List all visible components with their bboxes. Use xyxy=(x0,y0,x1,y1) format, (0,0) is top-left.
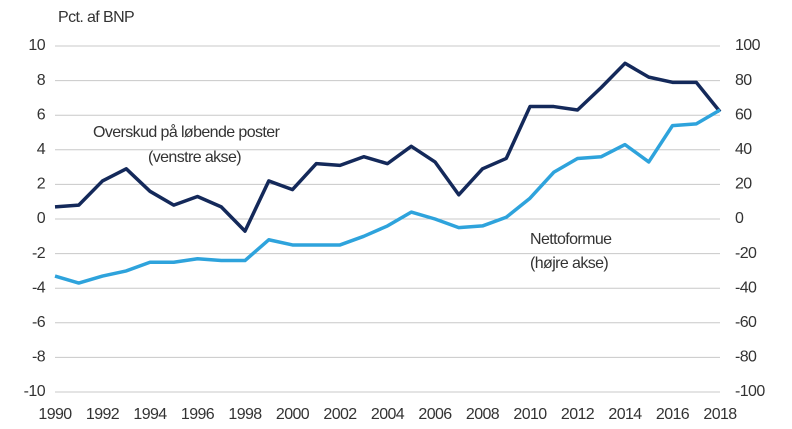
y-tick-label: 2 xyxy=(37,176,46,193)
x-tick-label: 2002 xyxy=(323,406,357,423)
y2-tick-label: 80 xyxy=(735,72,752,89)
line-series xyxy=(54,108,721,285)
line-series xyxy=(54,61,722,233)
x-tick-label: 2012 xyxy=(561,406,595,423)
y2-tick-label: -100 xyxy=(735,383,765,400)
y2-tick-label: 60 xyxy=(735,106,752,123)
x-tick-label: 1998 xyxy=(228,406,262,423)
y-tick-label: 4 xyxy=(37,141,46,158)
x-tick-label: 2016 xyxy=(656,406,690,423)
annotation: (højre akse) xyxy=(530,255,608,272)
grid xyxy=(55,45,720,393)
axis-unit-label: Pct. af BNP xyxy=(58,9,134,26)
y2-tick-label: 20 xyxy=(735,176,752,193)
y2-tick-label: -80 xyxy=(735,349,757,366)
x-tick-label: 2008 xyxy=(466,406,500,423)
annotation: Nettoformue xyxy=(530,231,612,248)
x-tick-label: 2018 xyxy=(703,406,737,423)
y-tick-label: 10 xyxy=(28,37,45,54)
y-tick-label: -2 xyxy=(32,245,46,262)
y-tick-label: -6 xyxy=(32,314,46,331)
x-tick-label: 2004 xyxy=(371,406,405,423)
x-tick-label: 2000 xyxy=(276,406,310,423)
y-tick-label: 0 xyxy=(37,210,46,227)
annotation: (venstre akse) xyxy=(148,149,241,166)
y2-tick-label: 0 xyxy=(735,210,744,227)
y2-tick-label: 40 xyxy=(735,141,752,158)
y2-tick-label: -60 xyxy=(735,314,757,331)
y-tick-label: -10 xyxy=(24,383,46,400)
x-tick-label: 1996 xyxy=(181,406,215,423)
y-tick-label: 6 xyxy=(37,106,46,123)
x-tick-label: 1994 xyxy=(133,406,167,423)
y-tick-label: -8 xyxy=(32,349,46,366)
y-tick-label: -4 xyxy=(32,279,46,296)
x-tick-label: 1990 xyxy=(38,406,72,423)
y-tick-label: 8 xyxy=(37,72,46,89)
x-tick-label: 2010 xyxy=(513,406,547,423)
x-tick-label: 2014 xyxy=(608,406,642,423)
x-tick-label: 2006 xyxy=(418,406,452,423)
y2-tick-label: -20 xyxy=(735,245,757,262)
annotation: Overskud på løbende poster xyxy=(93,123,281,141)
y2-tick-label: 100 xyxy=(735,37,761,54)
x-tick-label: 1992 xyxy=(86,406,120,423)
y2-tick-label: -40 xyxy=(735,279,757,296)
